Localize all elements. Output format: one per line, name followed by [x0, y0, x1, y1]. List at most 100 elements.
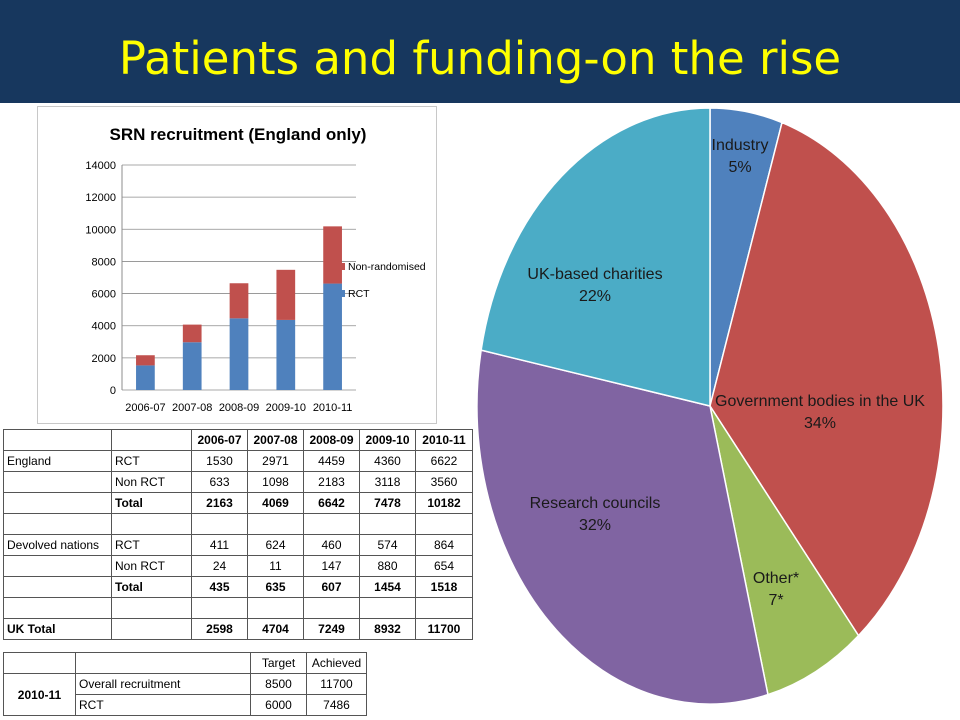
- table-cell: 10182: [415, 492, 473, 514]
- y-tick-label: 8000: [92, 256, 116, 268]
- table-row: Devolved nations RCT 411 624 460 574 864: [3, 534, 473, 556]
- table-cell: [3, 576, 112, 598]
- table-cell: 1530: [191, 450, 248, 472]
- table-cell: RCT: [75, 694, 251, 716]
- table-cell: RCT: [111, 450, 192, 472]
- table-cell: 607: [303, 576, 360, 598]
- pie-slice-label: Government bodies in the UK: [715, 393, 925, 410]
- slide-title: Patients and funding-on the rise: [118, 32, 842, 85]
- table-cell: 7486: [306, 694, 367, 716]
- recruitment-table-header: 2006-07 2007-08 2008-09 2009-10 2010-11: [3, 429, 473, 451]
- table-cell: [3, 513, 112, 535]
- table-row: [3, 513, 473, 535]
- table-cell: 7249: [303, 618, 360, 640]
- table-cell: Devolved nations: [3, 534, 112, 556]
- table-cell: 6642: [303, 492, 360, 514]
- table-cell: Overall recruitment: [75, 673, 251, 695]
- pie-slice-value: 7*: [768, 592, 783, 609]
- table-header-cell: 2006-07: [191, 429, 248, 451]
- table-cell: [191, 513, 248, 535]
- table-cell: [3, 597, 112, 619]
- pie-slice-label: Research councils: [530, 495, 661, 512]
- legend-swatch: [338, 263, 345, 270]
- table-cell: 435: [191, 576, 248, 598]
- bar-segment: [182, 342, 202, 390]
- table-header-cell: 2010-11: [415, 429, 473, 451]
- table-cell: 2598: [191, 618, 248, 640]
- bar-segment: [182, 324, 202, 343]
- table-cell: [247, 513, 304, 535]
- x-tick-label: 2008-09: [219, 402, 259, 414]
- table-cell: [3, 492, 112, 514]
- table-header-cell: [3, 429, 112, 451]
- bar-segment: [276, 319, 296, 390]
- table-row: [3, 597, 473, 619]
- table-cell: 633: [191, 471, 248, 493]
- table-row: England RCT 1530 2971 4459 4360 6622: [3, 450, 473, 472]
- year-cell: 2010-11: [3, 673, 76, 716]
- table-cell: [3, 555, 112, 577]
- table-row: Non RCT 24 11 147 880 654: [3, 555, 473, 577]
- pie-slice-value: 22%: [579, 288, 611, 305]
- bar-segment: [323, 226, 342, 284]
- table-cell: 4459: [303, 450, 360, 472]
- pie-slice-value: 34%: [804, 415, 836, 432]
- table-cell: 11700: [415, 618, 473, 640]
- table-cell: 2971: [247, 450, 304, 472]
- x-tick-label: 2009-10: [266, 402, 306, 414]
- table-cell: 654: [415, 555, 473, 577]
- table-cell: [111, 618, 192, 640]
- table-cell: 11: [247, 555, 304, 577]
- table-cell: 864: [415, 534, 473, 556]
- y-tick-label: 6000: [92, 289, 116, 301]
- table-cell: [111, 597, 192, 619]
- table-row: UK Total 2598 4704 7249 8932 11700: [3, 618, 473, 640]
- table-cell: 147: [303, 555, 360, 577]
- x-tick-label: 2007-08: [172, 402, 212, 414]
- table-cell: 2183: [303, 471, 360, 493]
- table-cell: 7478: [359, 492, 416, 514]
- table-cell: [3, 471, 112, 493]
- table-cell: 3560: [415, 471, 473, 493]
- table-row: Total 435 635 607 1454 1518: [3, 576, 473, 598]
- table-cell: England: [3, 450, 112, 472]
- table-header-cell: Achieved: [306, 652, 367, 674]
- bar-segment: [136, 355, 155, 366]
- table-cell: 574: [359, 534, 416, 556]
- table-cell: Non RCT: [111, 471, 192, 493]
- target-table-header: Target Achieved: [3, 652, 367, 674]
- table-cell: 1518: [415, 576, 473, 598]
- table-cell: Total: [111, 576, 192, 598]
- pie-slice: [709, 121, 944, 637]
- bar-segment: [323, 283, 342, 390]
- y-tick-label: 12000: [85, 192, 116, 204]
- table-cell: [359, 513, 416, 535]
- pie-slice-value: 5%: [728, 159, 751, 176]
- table-cell: [247, 597, 304, 619]
- table-cell: [303, 513, 360, 535]
- table-cell: [111, 513, 192, 535]
- table-cell: 4704: [247, 618, 304, 640]
- table-cell: 411: [191, 534, 248, 556]
- pie-slice-label: UK-based charities: [527, 266, 662, 283]
- table-row: Non RCT 633 1098 2183 3118 3560: [3, 471, 473, 493]
- table-cell: 4360: [359, 450, 416, 472]
- table-row: RCT 6000 7486: [4, 694, 367, 716]
- table-row: 2010-11 Overall recruitment 8500 11700: [3, 673, 367, 716]
- table-cell: 1454: [359, 576, 416, 598]
- bar-chart-svg: SRN recruitment (England only) 0 2000 4000 6…: [85, 125, 425, 414]
- table-cell: 6000: [250, 694, 307, 716]
- y-tick-label: 10000: [85, 224, 116, 236]
- table-cell: [303, 597, 360, 619]
- target-table: Target Achieved 2010-11 Overall recruitmen…: [3, 652, 367, 716]
- recruitment-table: 2006-07 2007-08 2008-09 2009-10 2010-11 Engl…: [3, 429, 473, 640]
- table-cell: Total: [111, 492, 192, 514]
- x-tick-label: 2010-11: [313, 402, 353, 414]
- table-cell: 8500: [250, 673, 307, 695]
- table-cell: RCT: [111, 534, 192, 556]
- srn-recruitment-chart: SRN recruitment (England only) 0 2000 4000 6…: [37, 106, 437, 424]
- table-cell: 6622: [415, 450, 473, 472]
- table-cell: 880: [359, 555, 416, 577]
- table-cell: [359, 597, 416, 619]
- y-tick-label: 14000: [85, 160, 116, 172]
